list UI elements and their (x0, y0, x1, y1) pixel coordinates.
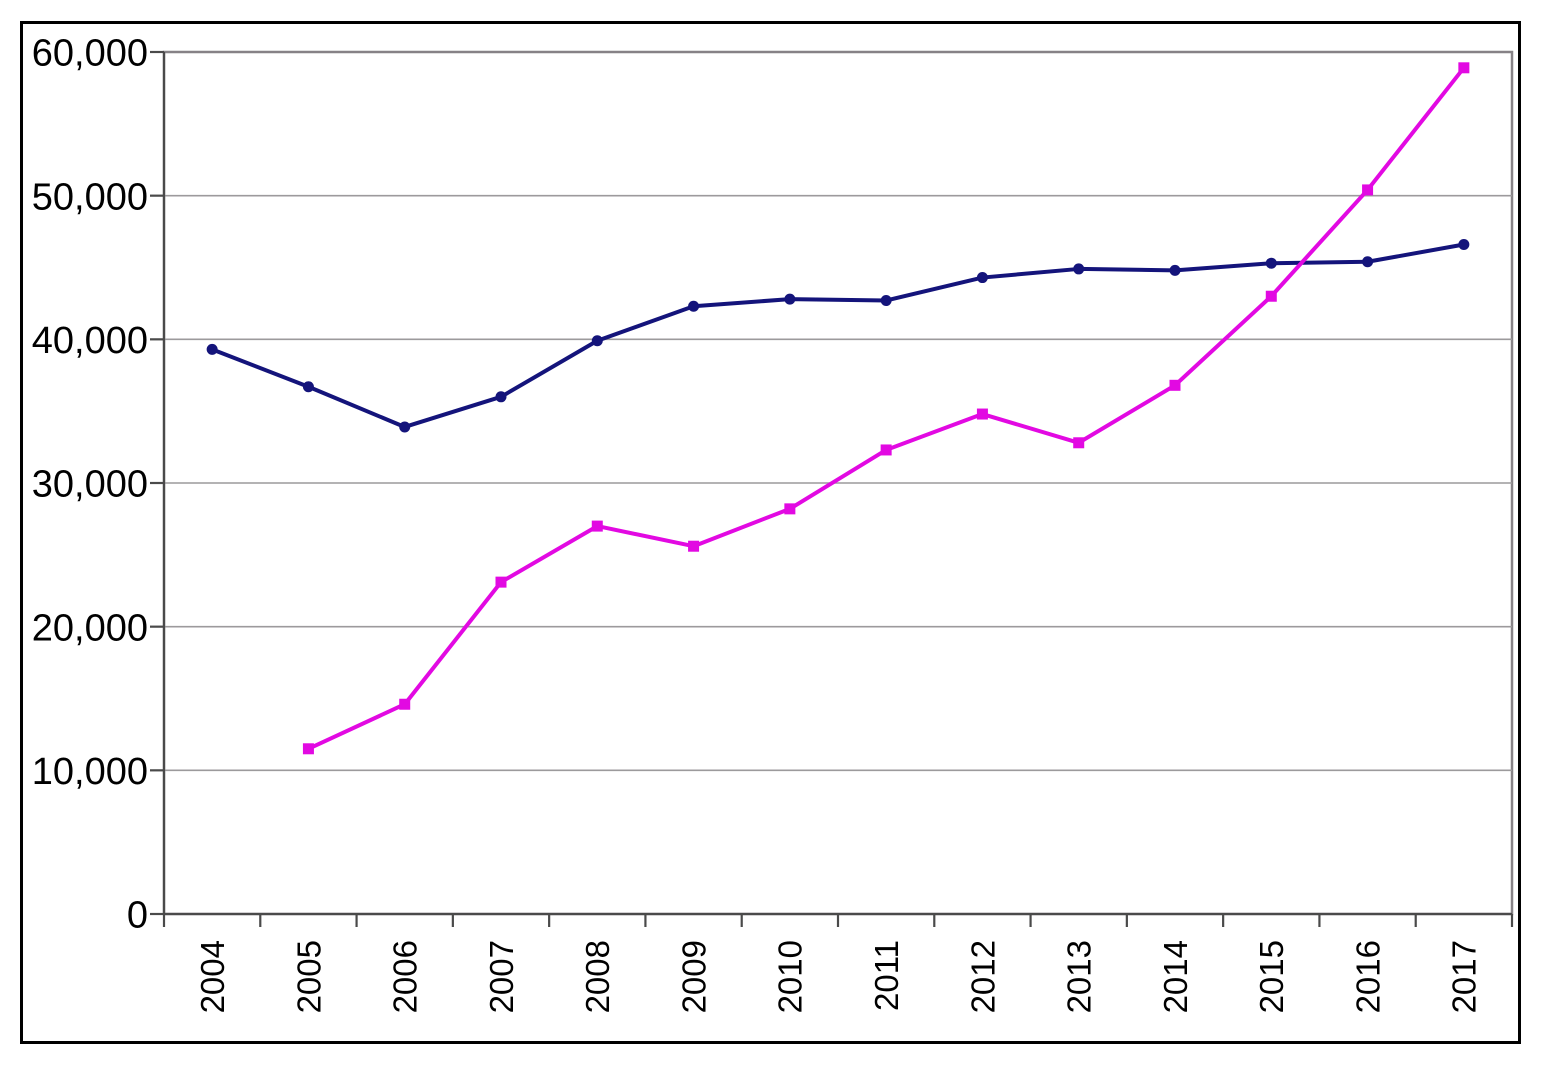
x-axis-label: 2008 (579, 940, 616, 1013)
data-point-marker-circle (1265, 257, 1277, 269)
x-axis-label: 2016 (1349, 940, 1386, 1013)
x-axis-label: 2014 (1157, 940, 1194, 1013)
data-point-marker-circle (1073, 263, 1085, 275)
data-point-marker-circle (880, 295, 892, 307)
data-point-marker-square (1362, 184, 1374, 196)
data-point-marker-square (399, 698, 411, 710)
data-point-marker-circle (784, 293, 796, 305)
x-axis-label: 2006 (387, 940, 424, 1013)
x-axis-label: 2015 (1253, 940, 1290, 1013)
data-point-marker-square (1458, 62, 1470, 74)
y-axis-label: 20,000 (32, 607, 148, 649)
data-point-marker-circle (1458, 239, 1470, 251)
y-axis-label: 0 (127, 895, 148, 937)
y-axis-label: 50,000 (32, 176, 148, 218)
data-point-marker-circle (976, 272, 988, 284)
y-axis-label: 30,000 (32, 464, 148, 506)
data-point-marker-circle (1362, 256, 1374, 268)
data-point-marker-circle (206, 343, 218, 355)
data-point-marker-circle (399, 421, 411, 433)
x-axis-label: 2004 (194, 940, 231, 1013)
y-axis-label: 10,000 (32, 751, 148, 793)
x-axis-label: 2010 (772, 940, 809, 1013)
data-point-marker-square (1169, 379, 1181, 391)
y-axis-label: 60,000 (32, 33, 148, 75)
data-point-marker-square (1265, 290, 1277, 302)
y-axis-label: 40,000 (32, 320, 148, 362)
x-axis-label: 2007 (483, 940, 520, 1013)
x-axis-label: 2011 (868, 940, 905, 1011)
data-point-marker-square (302, 743, 314, 755)
data-point-marker-square (591, 520, 603, 532)
x-axis-label: 2017 (1446, 940, 1483, 1013)
data-point-marker-circle (302, 381, 314, 393)
data-point-marker-square (495, 576, 507, 588)
data-point-marker-circle (495, 391, 507, 403)
data-point-marker-circle (1169, 264, 1181, 276)
x-axis-label: 2013 (1061, 940, 1098, 1013)
data-point-marker-square (688, 540, 700, 552)
data-point-marker-circle (688, 300, 700, 312)
x-axis-label: 2005 (290, 940, 327, 1013)
data-point-marker-square (784, 503, 796, 515)
x-axis-label: 2012 (964, 940, 1001, 1013)
data-point-marker-square (1073, 437, 1085, 449)
series-line-navy-line-circle-markers (210, 242, 1466, 429)
data-point-marker-square (976, 408, 988, 420)
x-axis-label: 2009 (675, 940, 712, 1013)
data-point-marker-square (880, 444, 892, 456)
data-point-marker-circle (591, 335, 603, 347)
